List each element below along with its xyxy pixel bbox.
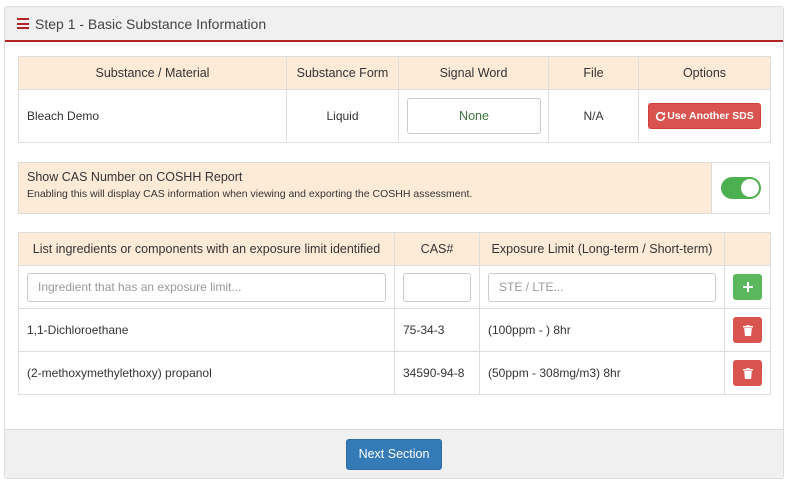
panel-heading: Step 1 - Basic Substance Information [5, 7, 783, 42]
ingredient-cas: 34590-94-8 [394, 351, 480, 395]
col-substance-form: Substance Form [286, 56, 399, 90]
new-ingredient-row [18, 265, 771, 309]
delete-ingredient-button[interactable] [733, 360, 762, 386]
ingredient-limit: (50ppm - 308mg/m3) 8hr [479, 351, 725, 395]
ingredients-table: List ingredients or components with an e… [18, 232, 771, 395]
col-signal-word: Signal Word [398, 56, 549, 90]
use-another-sds-label: Use Another SDS [667, 110, 754, 122]
delete-cell [724, 308, 771, 352]
plus-icon [742, 282, 753, 292]
toggle-knob [740, 179, 759, 197]
substance-name: Bleach Demo [18, 89, 287, 143]
col-actions [724, 232, 771, 266]
add-ingredient-button[interactable] [733, 274, 762, 300]
panel-footer: Next Section [5, 429, 783, 478]
panel-title: Step 1 - Basic Substance Information [35, 15, 267, 32]
limit-input-cell [479, 265, 725, 309]
ingredient-input-cell [18, 265, 395, 309]
ingredient-cas: 75-34-3 [394, 308, 480, 352]
substance-table: Substance / Material Substance Form Sign… [18, 56, 771, 143]
ingredient-input[interactable] [27, 272, 386, 302]
ingredient-name: 1,1-Dichloroethane [18, 308, 395, 352]
signal-word-cell: None [398, 89, 549, 143]
cas-setting: Show CAS Number on COSHH Report Enabling… [18, 162, 770, 214]
substance-row: Bleach Demo Liquid None N/A Use Another … [18, 89, 771, 143]
exposure-limit-input[interactable] [488, 272, 716, 302]
cas-toggle[interactable] [720, 177, 761, 199]
substance-table-header: Substance / Material Substance Form Sign… [18, 56, 771, 90]
use-another-sds-button[interactable]: Use Another SDS [648, 103, 761, 129]
add-cell [724, 265, 771, 309]
col-exposure-limit: Exposure Limit (Long-term / Short-term) [479, 232, 725, 266]
ingredient-row: (2-methoxymethylethoxy) propanol 34590-9… [18, 351, 771, 395]
col-substance-material: Substance / Material [18, 56, 287, 90]
cas-input-cell [394, 265, 480, 309]
ingredient-limit: (100ppm - ) 8hr [479, 308, 725, 352]
ingredient-name: (2-methoxymethylethoxy) propanol [18, 351, 395, 395]
options-cell: Use Another SDS [638, 89, 771, 143]
trash-icon [742, 324, 753, 336]
file-value: N/A [548, 89, 639, 143]
step1-panel: Step 1 - Basic Substance Information Sub… [4, 6, 784, 479]
panel-body: Substance / Material Substance Form Sign… [5, 42, 783, 429]
refresh-icon [656, 111, 666, 121]
ingredients-table-header: List ingredients or components with an e… [18, 232, 771, 266]
cas-input[interactable] [403, 272, 471, 302]
cas-setting-title: Show CAS Number on COSHH Report [27, 170, 243, 184]
col-options: Options [638, 56, 771, 90]
delete-cell [724, 351, 771, 395]
cas-setting-text: Show CAS Number on COSHH Report Enabling… [19, 163, 711, 213]
ingredient-row: 1,1-Dichloroethane 75-34-3 (100ppm - ) 8… [18, 308, 771, 352]
col-ingredient: List ingredients or components with an e… [18, 232, 395, 266]
menu-icon [17, 18, 29, 29]
substance-form: Liquid [286, 89, 399, 143]
next-section-button[interactable]: Next Section [346, 438, 442, 470]
cas-setting-description: Enabling this will display CAS informati… [27, 188, 473, 200]
delete-ingredient-button[interactable] [733, 317, 762, 343]
trash-icon [742, 367, 753, 379]
col-cas: CAS# [394, 232, 480, 266]
col-file: File [548, 56, 639, 90]
cas-toggle-cell [711, 163, 769, 213]
signal-word-field[interactable]: None [407, 98, 541, 134]
